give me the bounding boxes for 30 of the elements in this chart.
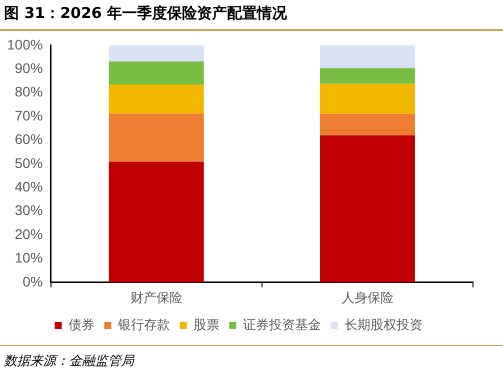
chart-title: 图 31：2026 年一季度保险资产配置情况 xyxy=(4,4,288,23)
bar xyxy=(320,68,415,84)
bar xyxy=(108,45,204,62)
bar xyxy=(108,114,204,162)
y-tick-label: 50% xyxy=(14,154,43,171)
y-tick-label: 10% xyxy=(14,250,43,266)
bar xyxy=(320,45,415,68)
y-tick-label: 80% xyxy=(14,84,43,100)
y-tick-label: 0% xyxy=(22,273,43,290)
y-tick-label: 90% xyxy=(14,60,43,76)
bar xyxy=(108,62,204,85)
legend-label: 银行存款 xyxy=(116,317,170,332)
bar xyxy=(108,162,204,282)
y-tick-label: 100% xyxy=(6,36,43,52)
y-tick-label: 40% xyxy=(14,178,43,194)
bar xyxy=(320,84,415,114)
legend-label: 股票 xyxy=(193,317,220,332)
y-tick-label: 30% xyxy=(14,202,43,218)
legend-label: 债券 xyxy=(68,317,94,332)
bar xyxy=(320,114,415,136)
y-tick-label: 70% xyxy=(14,107,43,124)
y-tick-label: 60% xyxy=(14,131,43,148)
legend-label: 长期股权投资 xyxy=(344,317,422,332)
bar xyxy=(320,135,415,282)
legend-label: 证券投资基金 xyxy=(242,317,321,332)
y-tick-label: 20% xyxy=(14,226,43,242)
x-tick-label: 人身保险 xyxy=(341,290,394,305)
source-note: 数据来源：金融监管局 xyxy=(4,353,134,370)
x-tick-label: 财产保险 xyxy=(130,290,182,305)
bar xyxy=(108,84,204,114)
